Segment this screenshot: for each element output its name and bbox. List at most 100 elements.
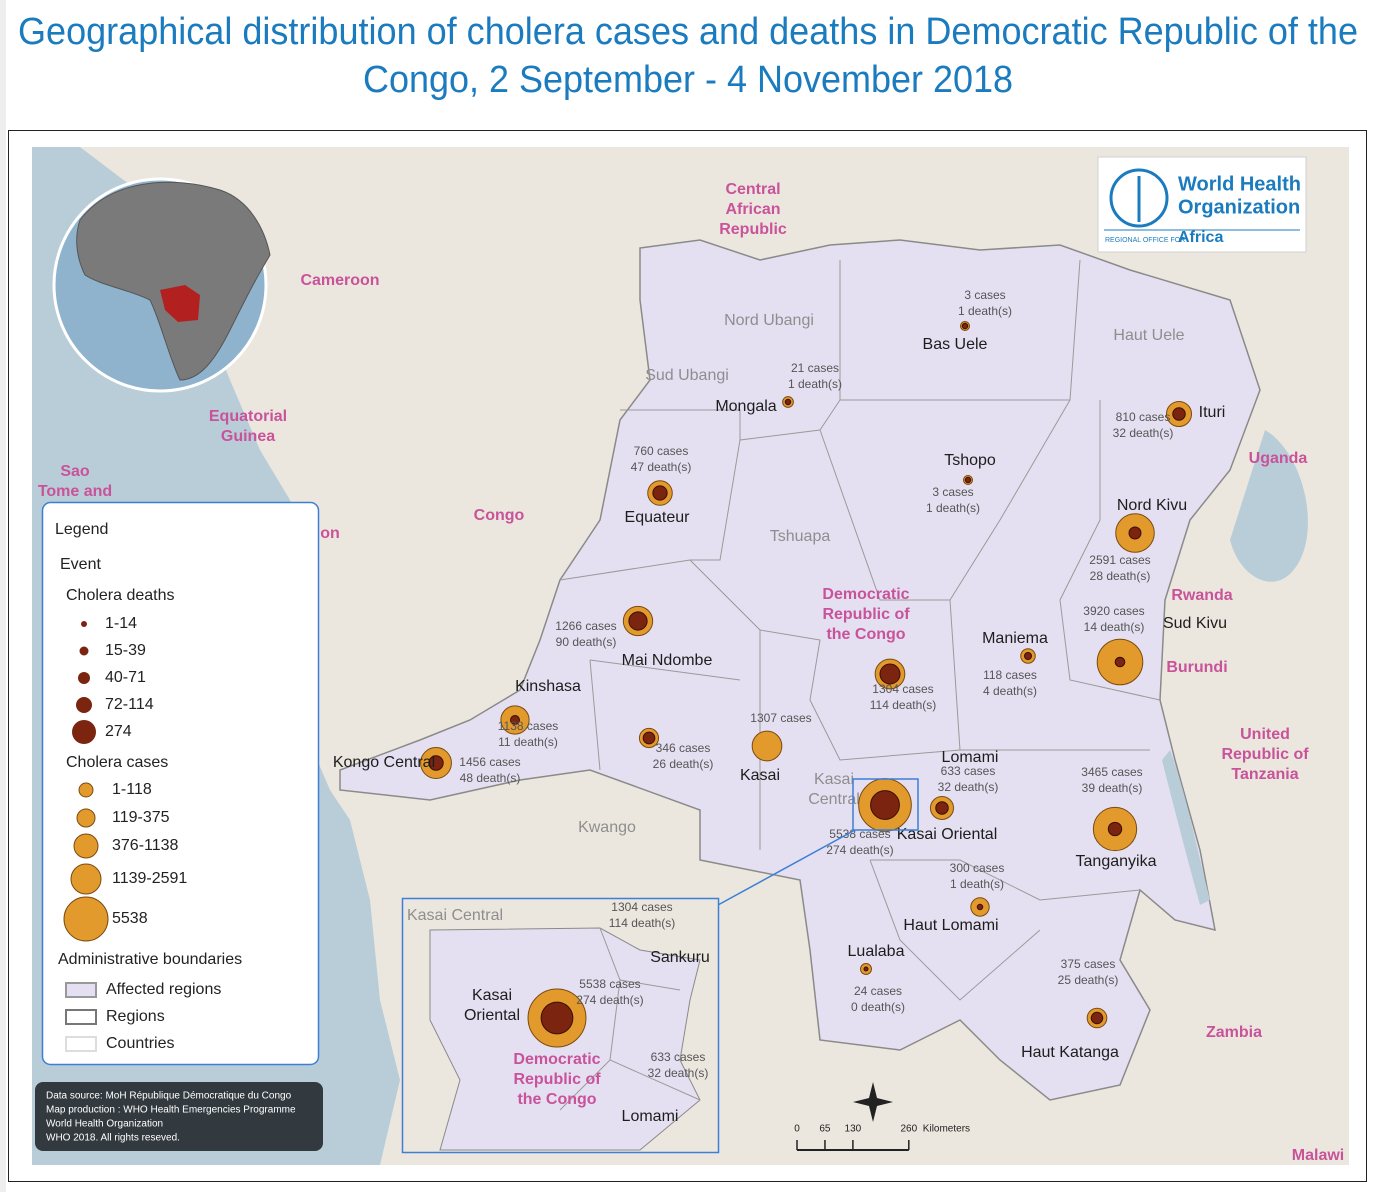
deaths-circle: [510, 715, 520, 725]
cases-label: 24 cases: [854, 984, 902, 998]
province-name: Kinshasa: [515, 678, 581, 695]
deaths-label: 47 death(s): [631, 460, 692, 474]
drc-outline: [339, 239, 1261, 1101]
legend-symbol: [78, 672, 90, 684]
region-label: Tshuapa: [770, 528, 831, 545]
logo-name: Organization: [1178, 196, 1300, 218]
lake: [1230, 430, 1308, 582]
data-source: Data source: MoH République Démocratique…: [35, 1082, 323, 1151]
cases-label: 118 cases: [983, 668, 1037, 682]
deaths-label: 4 death(s): [983, 684, 1037, 698]
data-source-box: [35, 1082, 323, 1151]
province-name: Tanganyika: [1076, 853, 1157, 870]
legend-item: 15-39: [105, 642, 146, 659]
legend-item: 40-71: [105, 669, 146, 686]
legend-item: Regions: [106, 1008, 165, 1025]
deaths-label: 32 death(s): [1113, 426, 1174, 440]
province-name: Lomami: [942, 749, 999, 766]
deaths-label: 14 death(s): [1084, 620, 1145, 634]
deaths-circle: [652, 485, 668, 501]
province-name: Mongala: [715, 398, 776, 415]
legend: Legend Event Cholera deaths 1-14 15-39 40-71 7…: [41, 501, 320, 1066]
country-label: Uganda: [1249, 450, 1308, 467]
cases-label: 3920 cases: [1083, 604, 1144, 618]
deaths-label: 11 death(s): [498, 735, 558, 749]
deaths-circle: [1172, 407, 1186, 421]
inset-name: Lomami: [622, 1108, 679, 1125]
deaths-label: 25 death(s): [1058, 973, 1119, 987]
deaths-label: 26 death(s): [653, 757, 714, 771]
country-label: on: [320, 525, 340, 542]
province-name: Kasai Oriental: [897, 826, 998, 843]
legend-title: Legend: [55, 521, 108, 538]
deaths-label: 114 death(s): [870, 698, 937, 712]
data-source-line: Data source: MoH République Démocratique…: [46, 1091, 292, 1102]
country-label: the Congo: [826, 626, 905, 643]
boundary: [839, 259, 1081, 401]
deaths-circle: [540, 1001, 574, 1035]
province-name: Bas Uele: [923, 336, 988, 353]
legend-heading: Administrative boundaries: [58, 951, 242, 968]
data-source-line: World Health Organization: [46, 1119, 163, 1130]
boundary: [1059, 400, 1161, 701]
country-label: Equatorial: [209, 408, 287, 425]
legend-item: 1-14: [105, 615, 137, 632]
country-label: Republic: [719, 221, 787, 238]
deaths-circle: [1107, 821, 1123, 837]
legend-item: Countries: [106, 1035, 174, 1052]
cases-label: 3465 cases: [1081, 765, 1142, 779]
logo-name: World Health: [1178, 173, 1301, 195]
cases-label: 3 cases: [932, 485, 973, 499]
country-label: Zambia: [1206, 1024, 1262, 1041]
cases-label: 375 cases: [1061, 957, 1116, 971]
scale-unit: Kilometers: [923, 1124, 970, 1135]
cases-label: 760 cases: [634, 444, 689, 458]
cases-label: 346 cases: [656, 741, 711, 755]
inset-name: Oriental: [464, 1007, 520, 1024]
legend-symbol: [76, 808, 96, 828]
region-label: Sud Ubangi: [645, 367, 729, 384]
boundary: [759, 629, 961, 761]
cases-label: 1138 cases: [498, 719, 559, 733]
legend-item: 274: [105, 723, 132, 740]
data-source-line: WHO 2018. All rights reseved.: [46, 1133, 180, 1144]
deaths-circle: [428, 755, 444, 771]
country-label: Malawi: [1292, 1147, 1344, 1164]
deaths-label: 32 death(s): [648, 1066, 709, 1080]
cases-label: 633 cases: [651, 1050, 706, 1064]
province-name: Ituri: [1199, 404, 1226, 421]
legend-item: 5538: [112, 910, 148, 927]
inset-region: Kasai Central: [407, 907, 503, 924]
legend-symbol: [76, 697, 92, 713]
cases-label: 3 cases: [964, 288, 1005, 302]
legend-item: 1139-2591: [112, 870, 187, 887]
deaths-circle: [1024, 652, 1032, 660]
deaths-label: 90 death(s): [556, 635, 617, 649]
logo-region: Africa: [1178, 229, 1223, 246]
country-label: Guinea: [221, 428, 275, 445]
deaths-label: 32 death(s): [938, 780, 999, 794]
globe-africa: [76, 181, 271, 381]
inset-country: the Congo: [517, 1091, 596, 1108]
scale-label: 130: [845, 1124, 862, 1135]
cases-label: 810 cases: [1116, 410, 1171, 424]
cases-circle: [751, 730, 783, 762]
deaths-label: 1 death(s): [950, 877, 1004, 891]
deaths-label: 1 death(s): [958, 304, 1012, 318]
deaths-label: 114 death(s): [609, 916, 676, 930]
cases-label: 1456 cases: [459, 755, 520, 769]
country-label: Tome and: [38, 483, 112, 500]
legend-box: [41, 501, 320, 1066]
inset-country: Democratic: [513, 1051, 600, 1068]
data-source-line: Map production : WHO Health Emergencies …: [46, 1105, 296, 1116]
country-label: Tanzania: [1231, 766, 1298, 783]
legend-heading: Cholera deaths: [66, 587, 175, 604]
scale-label: 65: [819, 1124, 831, 1135]
legend-item: 1-118: [112, 781, 152, 798]
deaths-label: 48 death(s): [460, 771, 521, 785]
legend-heading: Cholera cases: [66, 754, 168, 771]
map: World Health Organization REGIONAL OFFIC…: [32, 147, 1349, 1165]
legend-symbol: [73, 833, 99, 859]
province-name: Sud Kivu: [1163, 615, 1227, 632]
